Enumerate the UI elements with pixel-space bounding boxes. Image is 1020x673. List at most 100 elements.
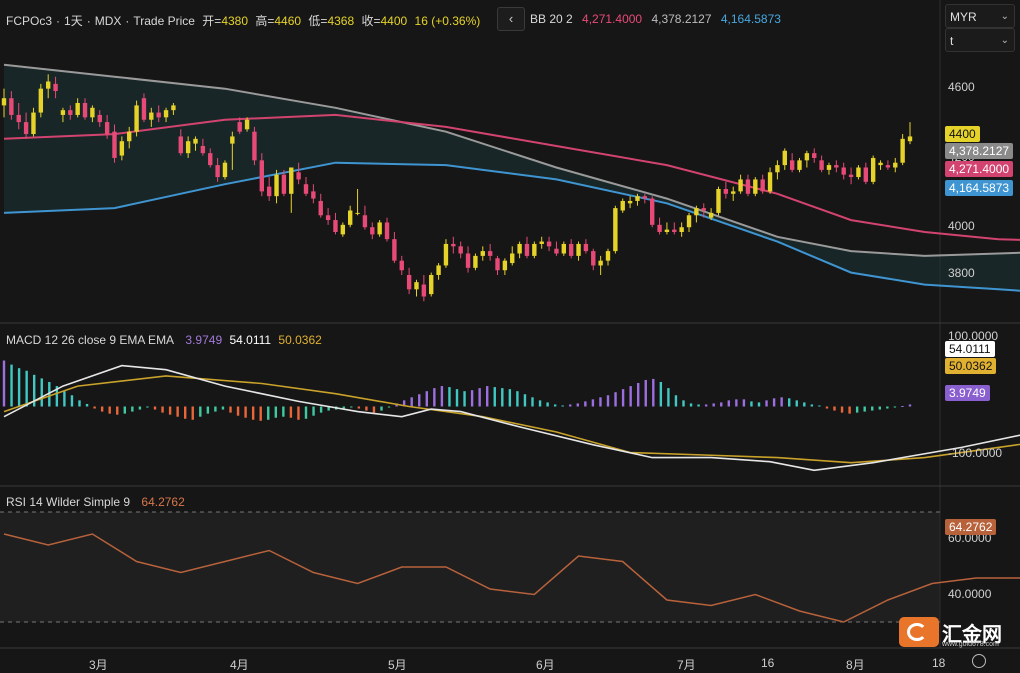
candle-body (38, 88, 44, 113)
rsi-pane[interactable] (3, 526, 1020, 623)
candle-body (694, 208, 699, 216)
x-tick: 5月 (388, 658, 407, 672)
candle-body (178, 136, 183, 154)
candlesticks[interactable] (1, 74, 913, 302)
chart-mode-select[interactable]: t ⌄ (945, 28, 1015, 52)
macd-hist-bar (289, 406, 293, 418)
candle-body (436, 265, 441, 275)
close-label: 收= (361, 14, 381, 28)
macd-hist-bar (855, 406, 859, 413)
x-tick: 16 (761, 656, 775, 670)
candle-body (524, 243, 530, 256)
candle-body (259, 160, 264, 192)
currency-select[interactable]: MYR ⌄ (945, 4, 1015, 28)
candle-body (377, 222, 382, 235)
bb-label[interactable]: BB 20 2 (530, 12, 573, 26)
candle-body (517, 243, 522, 254)
bb-lower-label: 4,164.5873 (945, 180, 1014, 196)
macd-hist-bar (78, 400, 81, 407)
macd-hist-bar (108, 406, 111, 414)
macd-hist-bar (2, 360, 6, 407)
macd-hist-bar (55, 386, 59, 407)
symbol-name[interactable]: FCPOc3 (6, 14, 53, 28)
macd-hist-bar (402, 400, 406, 407)
macd-hist-bar (229, 406, 232, 413)
candle-body (480, 251, 485, 256)
candle-body (539, 241, 544, 244)
collapse-legend-button[interactable]: ‹ (497, 7, 525, 31)
macd-hist-bar (606, 395, 610, 407)
rsi-axis-tick: 40.0000 (948, 587, 992, 601)
macd-hist-bar (214, 406, 217, 412)
candle-body (362, 215, 368, 228)
macd-hist-bar (17, 368, 21, 407)
macd-hist-bar (319, 406, 323, 413)
candle-body (31, 112, 36, 135)
rsi-band (0, 512, 940, 622)
macd-hist-bar (757, 402, 761, 407)
candle-body (60, 110, 66, 115)
interval[interactable]: 1天 (64, 14, 83, 28)
macd-hist-bar (908, 404, 912, 407)
macd-hist-bar (569, 404, 572, 407)
last-price-label: 4400 (945, 126, 980, 142)
rsi-label[interactable]: RSI 14 Wilder Simple 9 (6, 495, 131, 509)
macd-pane[interactable] (2, 340, 1020, 472)
candle-body (568, 243, 574, 256)
macd-label[interactable]: MACD 12 26 close 9 EMA EMA (6, 333, 175, 347)
macd-hist-bar (274, 406, 277, 418)
macd-hist-bar (440, 386, 444, 407)
macd-line (3, 364, 1020, 472)
macd-hist-bar (350, 406, 353, 408)
candle-body (230, 136, 235, 144)
macd-hist-bar (523, 394, 527, 407)
macd-hist-bar (727, 400, 730, 407)
candle-body (244, 119, 250, 130)
candle-body (679, 227, 684, 232)
candle-body (848, 174, 854, 178)
candle-body (870, 157, 876, 182)
macd-hist-bar (840, 406, 844, 413)
candle-body (171, 105, 176, 111)
macd-hist-bar (629, 386, 632, 407)
macd-hist-bar (342, 406, 345, 409)
macd-hist-bar (93, 406, 96, 409)
candle-body (185, 141, 191, 154)
signal-label-tag: 50.0362 (945, 358, 997, 374)
candle-body (370, 227, 375, 235)
macd-hist-bar (644, 379, 647, 407)
candle-body (274, 174, 279, 197)
macd-hist-bar (470, 390, 474, 407)
macd-hist-bar (614, 392, 617, 407)
symbol-header: FCPOc3 · 1天 · MDX · Trade Price 开=4380 高=4460 … (6, 14, 481, 28)
macd-hist-bar (795, 400, 798, 407)
candle-body (311, 191, 316, 199)
macd-hist-bar (553, 404, 557, 407)
candle-body (510, 253, 515, 264)
candle-body (333, 220, 338, 232)
bb-legend: BB 20 2 4,271.4000 4,378.2127 4,164.5873 (530, 12, 785, 26)
candle-body (112, 131, 117, 158)
candle-body (605, 251, 611, 261)
macd-hist-bar (146, 406, 149, 408)
candle-body (215, 165, 220, 178)
candle-body (141, 98, 147, 120)
macd-hist-bar (116, 406, 119, 415)
candle-body (473, 255, 478, 268)
candle-body (900, 138, 905, 163)
candle-body (583, 243, 589, 252)
macd-hist-bar (70, 395, 74, 407)
candle-body (826, 165, 832, 170)
candle-body (421, 284, 427, 297)
bb-middle-value: 4,378.2127 (651, 12, 712, 26)
candle-body (797, 160, 802, 170)
macd-hist-bar (184, 406, 187, 419)
candle-body (384, 222, 390, 240)
macd-hist-bar (901, 405, 904, 407)
macd-hist-bar (365, 406, 368, 411)
macd-legend: MACD 12 26 close 9 EMA EMA 3.9749 54.011… (6, 333, 326, 347)
settings-icon[interactable] (972, 654, 986, 668)
macd-hist-bar (85, 403, 89, 407)
macd-hist-bar (327, 406, 330, 411)
